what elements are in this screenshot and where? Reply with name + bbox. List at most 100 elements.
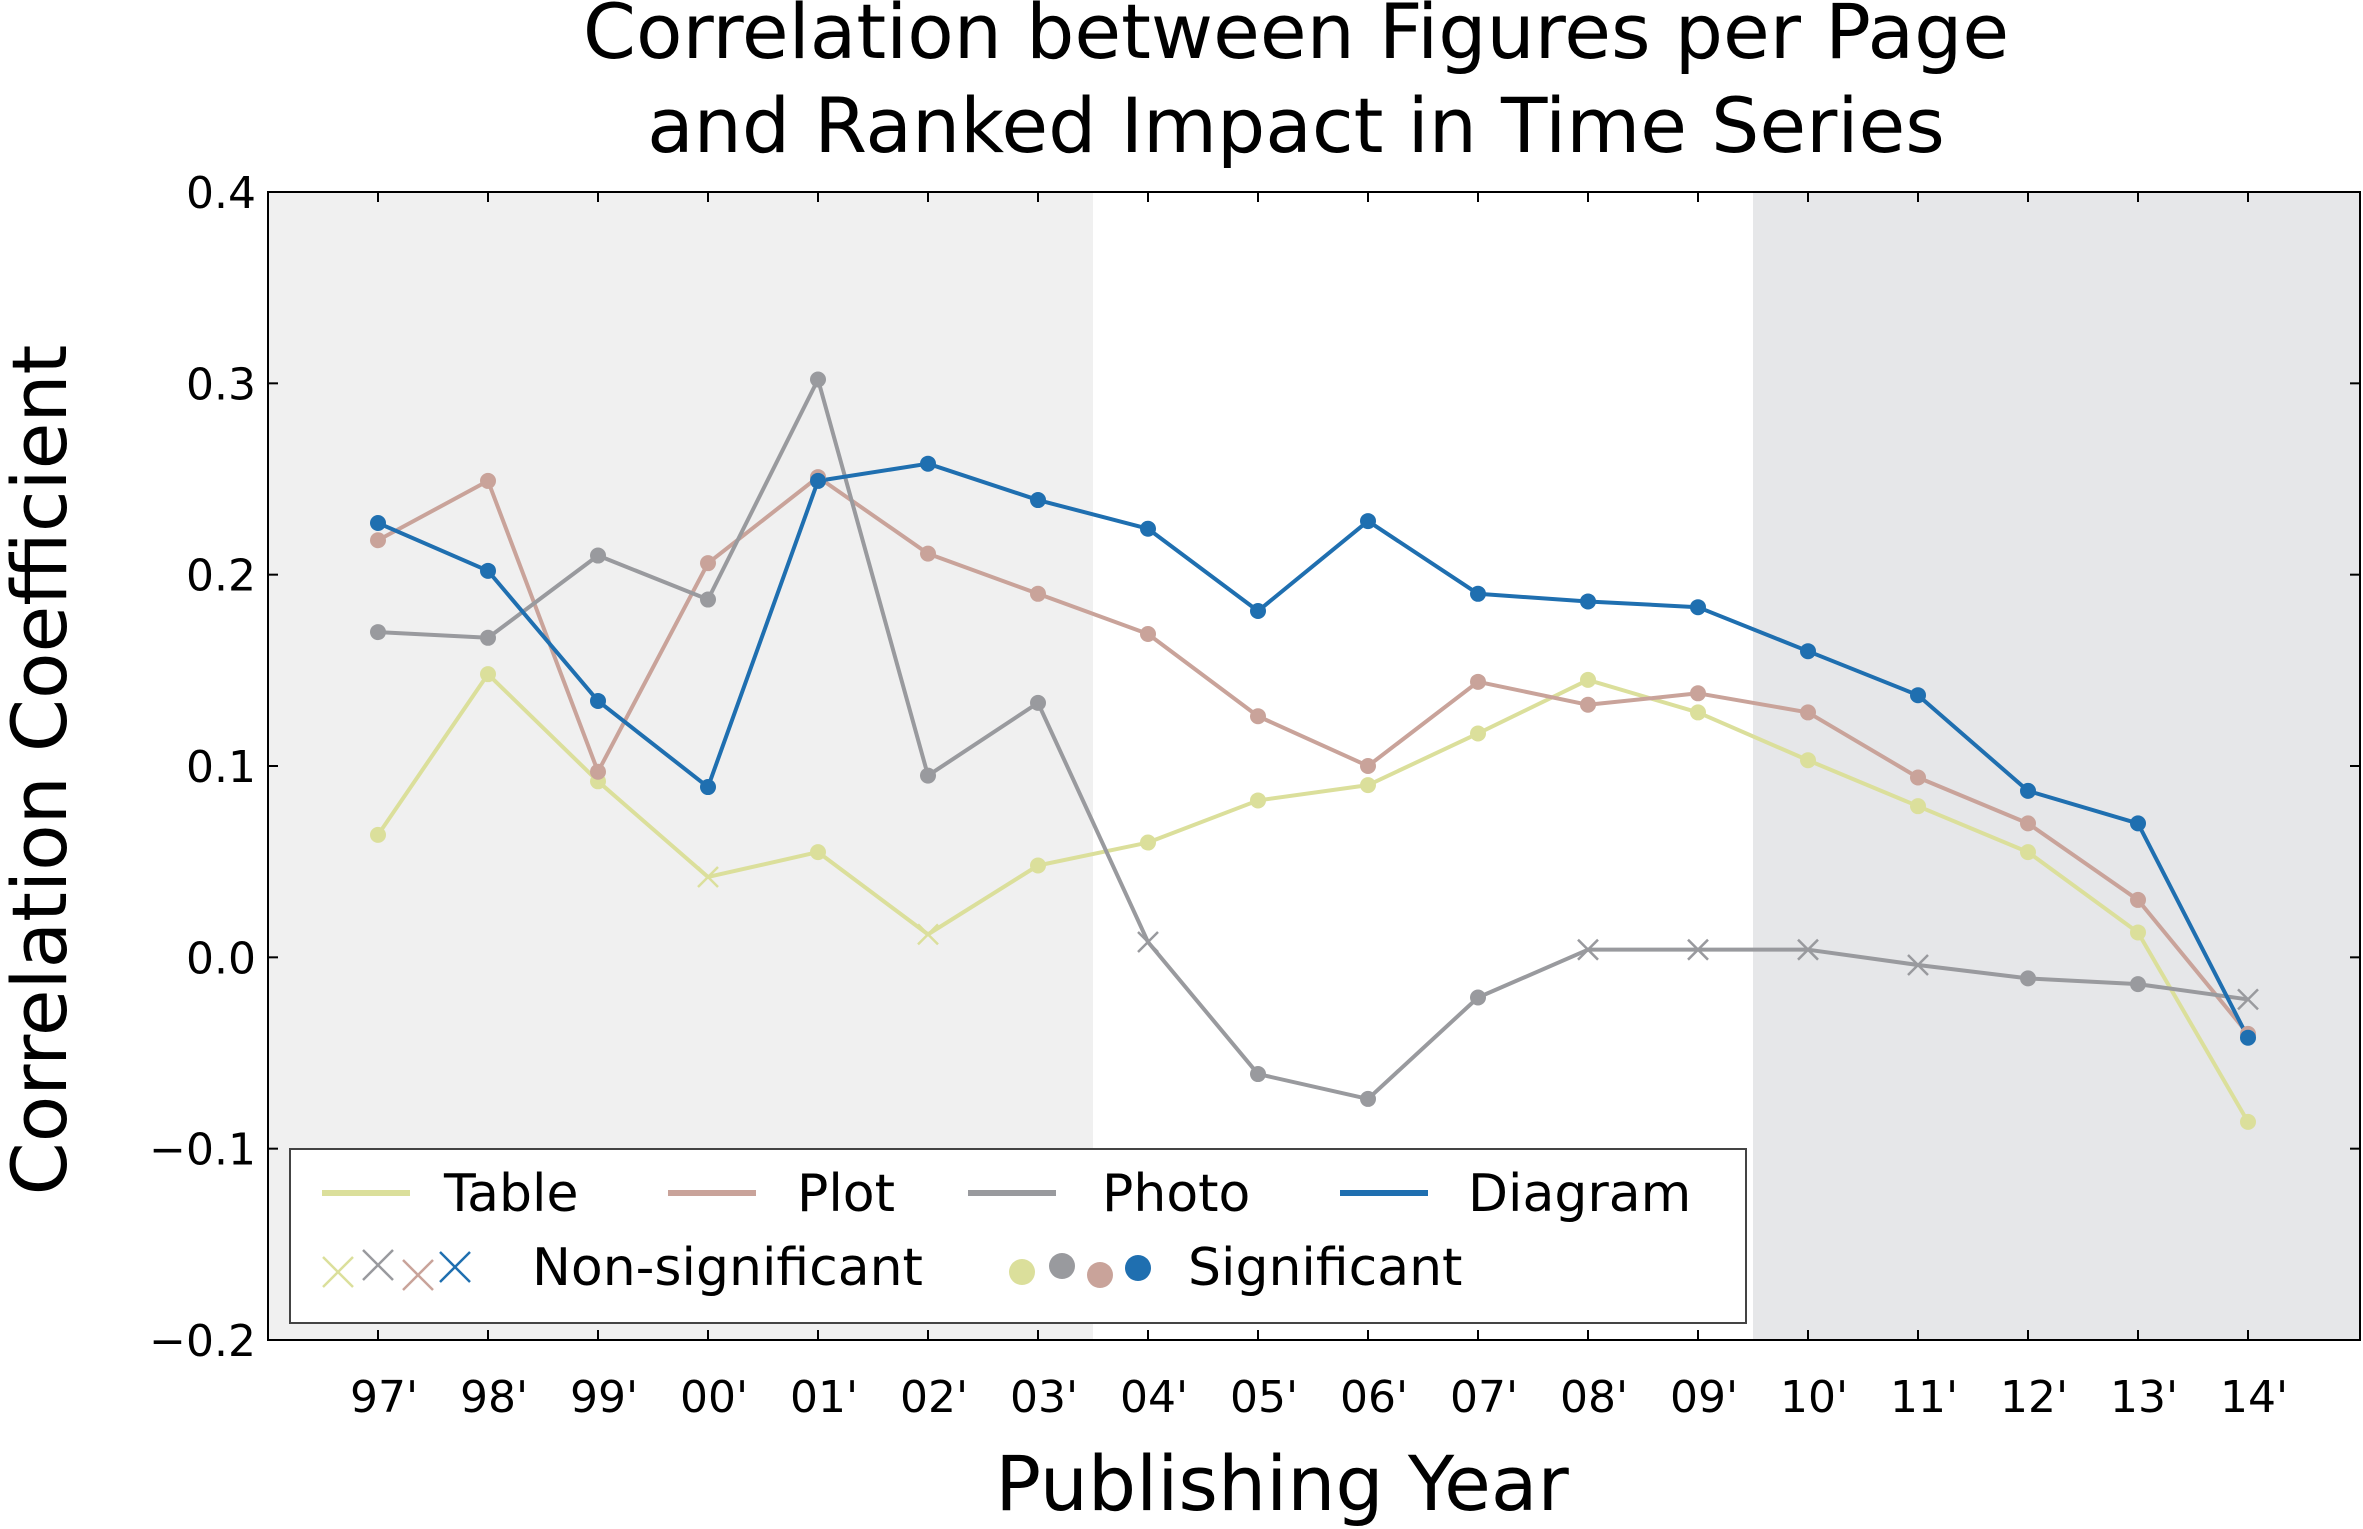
point-plot <box>2130 891 2146 908</box>
point-table <box>1580 671 1596 688</box>
point-table <box>1030 857 1046 874</box>
point-table <box>1690 704 1706 721</box>
point-table <box>370 826 386 843</box>
legend-label-table: Table <box>443 1164 578 1224</box>
legend-nonsig-marker-plot <box>402 1259 434 1291</box>
point-plot <box>1800 704 1816 721</box>
x-tick-label: 12' <box>2000 1372 2068 1423</box>
marker-cross-stroke <box>1797 938 1819 961</box>
point-plot <box>2020 815 2036 832</box>
x-tick-label: 07' <box>1450 1372 1518 1423</box>
x-tick-label: 05' <box>1230 1372 1298 1423</box>
marker-cross-stroke <box>1907 954 1929 976</box>
x-tick-label: 13' <box>2110 1372 2178 1423</box>
point-photo-nonsig <box>1577 938 1599 961</box>
x-tick-label: 09' <box>1670 1372 1738 1423</box>
marker-cross-stroke <box>917 923 939 946</box>
point-table <box>1470 725 1486 742</box>
point-photo-nonsig <box>2237 988 2259 1011</box>
legend-sig-marker-diagram <box>1125 1255 1151 1281</box>
point-diagram <box>920 455 936 472</box>
x-tick-label: 00' <box>680 1372 748 1423</box>
marker-cross-stroke <box>439 1251 471 1283</box>
point-diagram <box>1800 643 1816 660</box>
point-plot <box>1250 708 1266 725</box>
series-line-diagram <box>377 461 2250 1039</box>
x-tick-label: 01' <box>790 1372 858 1423</box>
point-plot <box>1580 696 1596 713</box>
shaded-region <box>1753 192 2360 1340</box>
point-table <box>810 844 826 861</box>
point-photo <box>480 629 496 646</box>
point-table <box>2020 844 2036 861</box>
point-diagram <box>2240 1029 2256 1046</box>
point-plot <box>480 472 496 489</box>
x-tick-label: 98' <box>460 1372 528 1423</box>
marker-cross-stroke <box>322 1256 354 1288</box>
point-photo <box>2020 970 2036 987</box>
point-table <box>480 666 496 683</box>
point-table <box>1910 798 1926 815</box>
x-tick-label: 97' <box>350 1372 418 1423</box>
point-table <box>1800 752 1816 769</box>
point-diagram <box>2130 815 2146 832</box>
y-tick-label: 0.1 <box>186 742 256 793</box>
x-tick-label: 08' <box>1560 1372 1628 1423</box>
chart-title-line: Correlation between Figures per Page <box>583 0 2009 76</box>
point-diagram <box>370 515 386 532</box>
legend-label-photo: Photo <box>1102 1164 1250 1224</box>
point-plot <box>700 555 716 572</box>
point-diagram <box>2020 782 2036 799</box>
point-photo <box>700 591 716 608</box>
point-diagram <box>1580 593 1596 610</box>
x-tick-label: 11' <box>1890 1372 1958 1423</box>
point-diagram <box>1910 687 1926 704</box>
chart-title-line: and Ranked Impact in Time Series <box>647 81 1945 170</box>
point-photo <box>810 371 826 388</box>
point-photo <box>1250 1066 1266 1083</box>
point-plot <box>1910 769 1926 786</box>
x-tick-label: 99' <box>570 1372 638 1423</box>
point-photo <box>370 624 386 641</box>
legend-sig-label: Significant <box>1188 1238 1462 1298</box>
point-diagram <box>590 692 606 709</box>
legend-label-plot: Plot <box>797 1164 895 1224</box>
marker-cross-stroke <box>1577 938 1599 961</box>
x-tick-label: 14' <box>2220 1372 2288 1423</box>
point-photo <box>1470 989 1486 1006</box>
y-tick-label: 0.0 <box>186 933 256 984</box>
point-table-nonsig <box>917 923 939 946</box>
marker-cross-stroke <box>362 1249 394 1281</box>
point-diagram <box>700 779 716 796</box>
point-plot <box>370 532 386 549</box>
y-tick-label: −0.2 <box>149 1316 256 1367</box>
y-tick-label: 0.2 <box>186 551 256 602</box>
y-tick-label: 0.3 <box>186 359 256 410</box>
series-line-table <box>376 672 2250 1123</box>
x-tick-label: 03' <box>1010 1372 1078 1423</box>
legend-nonsig-marker-diagram <box>439 1251 471 1283</box>
point-diagram <box>1030 492 1046 509</box>
x-axis-title: Publishing Year <box>995 1439 1569 1528</box>
point-plot <box>1360 758 1376 774</box>
point-diagram <box>480 562 496 579</box>
point-diagram <box>1470 585 1486 602</box>
point-photo-nonsig <box>1907 954 1929 976</box>
point-photo-nonsig <box>1797 938 1819 961</box>
point-plot <box>1690 685 1706 702</box>
legend-sig-marker-plot <box>1087 1262 1113 1288</box>
y-axis-title: Correlation Coefficient <box>0 345 84 1196</box>
x-tick-label: 06' <box>1340 1372 1408 1423</box>
point-table <box>1360 777 1376 794</box>
point-photo-nonsig <box>1687 938 1709 961</box>
point-photo <box>1030 694 1046 711</box>
point-plot <box>1030 585 1046 602</box>
point-table <box>2130 924 2146 941</box>
legend-nonsig-label: Non-significant <box>532 1238 923 1298</box>
point-table-nonsig <box>697 866 719 888</box>
point-photo <box>920 767 936 784</box>
series-line-plot <box>377 475 2250 1036</box>
marker-cross-stroke <box>402 1259 434 1291</box>
